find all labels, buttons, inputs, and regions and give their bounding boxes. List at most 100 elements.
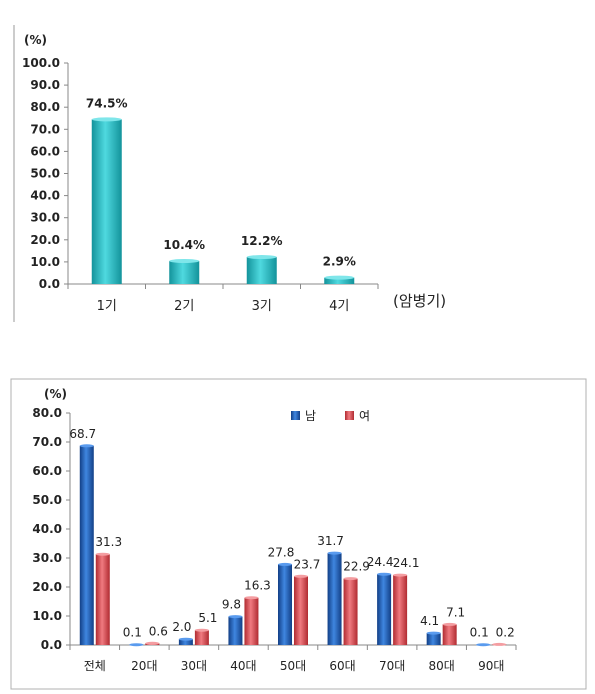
chart2-data-label-male: 9.8 — [222, 598, 241, 612]
chart1-bar-top — [91, 117, 122, 122]
chart2-bar-female — [393, 575, 408, 645]
chart2-bar-female — [244, 597, 259, 645]
chart2-bar-top — [294, 574, 308, 578]
chart2-bar-male — [228, 616, 243, 645]
chart1-data-label: 10.4% — [163, 238, 205, 252]
chart2-data-label-female: 5.1 — [198, 611, 217, 625]
chart2-x-tick-label: 90대 — [478, 659, 504, 673]
chart2-y-tick-label: 10.0 — [32, 609, 62, 623]
chart2-data-label-female: 24.1 — [393, 556, 420, 570]
legend-swatch-female — [345, 411, 354, 420]
chart2-bar-male — [178, 639, 193, 645]
chart2-bar-female — [442, 624, 457, 645]
chart2-data-label-male: 27.8 — [268, 545, 295, 559]
chart2-bar-top — [228, 615, 243, 619]
chart2-x-tick-label: 20대 — [131, 659, 157, 673]
chart2-bar-top — [129, 643, 144, 647]
chart2-x-tick-label: 80대 — [429, 659, 455, 673]
chart2-bar-top — [442, 622, 457, 626]
chart1-data-label: 2.9% — [323, 255, 356, 269]
chart1-data-label: 12.2% — [241, 234, 283, 248]
chart2-y-tick-label: 0.0 — [41, 638, 62, 652]
chart1-x-tick-label: 4기 — [329, 299, 349, 314]
chart1-y-tick-label: 70.0 — [30, 122, 60, 136]
chart2-unit-label: (%) — [44, 387, 67, 401]
chart2-bar-male — [79, 445, 94, 645]
legend-swatch-male — [291, 411, 300, 420]
chart2-x-tick-label: 40대 — [230, 659, 256, 673]
chart1-y-tick-label: 20.0 — [30, 233, 60, 247]
chart2-y-tick-label: 30.0 — [32, 551, 62, 565]
chart2-bar-male — [377, 574, 392, 645]
chart2-bar-female — [95, 554, 110, 645]
chart1-data-label: 74.5% — [86, 96, 128, 110]
chart2-data-label-male: 31.7 — [317, 534, 344, 548]
chart2-bar-top — [178, 637, 193, 641]
chart1-y-tick-label: 10.0 — [30, 255, 60, 269]
chart2-bar-top — [343, 577, 358, 581]
chart2-bar-male — [327, 553, 342, 645]
chart1-bar-top — [324, 275, 355, 280]
chart1-y-tick-label: 0.0 — [39, 277, 60, 291]
chart2-legend: 남 여 — [291, 409, 370, 423]
chart2-bar-female — [294, 576, 308, 645]
chart1-y-tick-label: 90.0 — [30, 78, 60, 92]
chart1-xlabel: (암병기) — [393, 292, 446, 310]
chart2-bar-top — [492, 642, 507, 646]
chart2-bar-female — [194, 630, 209, 645]
chart2-data-label-male: 4.1 — [420, 614, 439, 628]
chart2-x-tick-label: 60대 — [329, 659, 355, 673]
chart1-y-tick-label: 60.0 — [30, 144, 60, 158]
chart2-x-tick-label: 50대 — [280, 659, 306, 673]
chart2-frame — [10, 378, 587, 690]
chart2-data-label-female: 31.3 — [95, 535, 122, 549]
chart2-bar-top — [95, 552, 110, 556]
chart2-y-tick-label: 50.0 — [32, 493, 62, 507]
chart2-bar-top — [327, 551, 342, 555]
chart2-x-tick-label: 70대 — [379, 659, 405, 673]
chart1-y-tick-label: 50.0 — [30, 167, 60, 181]
stage-bar-chart: (%) 0.0 10.0 20.0 30.0 40.0 50.0 60.0 70.0 80.0 9… — [13, 25, 446, 322]
chart1-y-tick-label: 40.0 — [30, 189, 60, 203]
chart2-bar-top — [79, 444, 94, 448]
chart2-bar-top — [393, 573, 408, 577]
chart2-bar-top — [476, 643, 491, 647]
chart2-y-tick-label: 60.0 — [32, 464, 62, 478]
chart2-data-label-female: 0.6 — [149, 624, 168, 638]
legend-label-male: 남 — [305, 409, 316, 423]
chart2-x-tick-label: 전체 — [84, 659, 106, 673]
chart2-y-tick-label: 20.0 — [32, 580, 62, 594]
chart2-data-label-female: 0.2 — [496, 625, 515, 639]
chart2-bar-top — [244, 596, 259, 600]
legend-label-female: 여 — [359, 409, 370, 423]
chart2-data-label-male: 2.0 — [172, 620, 191, 634]
chart2-bar-top — [194, 628, 209, 632]
chart2-data-label-male: 0.1 — [470, 626, 489, 640]
chart1-bar — [91, 119, 122, 284]
chart2-data-label-male: 24.4 — [367, 555, 394, 569]
chart1-bar-top — [246, 255, 277, 260]
chart2-data-label-female: 22.9 — [343, 560, 370, 574]
chart1-y-tick-label: 100.0 — [22, 56, 60, 70]
chart1-bar — [246, 257, 277, 284]
chart1-x-tick-label: 1기 — [97, 299, 117, 314]
chart1-x-tick-label: 2기 — [174, 299, 194, 314]
chart2-x-tick-label: 30대 — [181, 659, 207, 673]
chart1-y-tick-label: 30.0 — [30, 211, 60, 225]
chart1-y-tick-label: 80.0 — [30, 100, 60, 114]
chart2-y-tick-label: 80.0 — [32, 406, 62, 420]
chart2-bar-male — [426, 633, 441, 645]
chart2-data-label-male: 0.1 — [123, 626, 142, 640]
chart1-bar — [169, 261, 200, 284]
chart2-data-label-female: 23.7 — [294, 557, 321, 571]
chart1-unit-label: (%) — [24, 33, 47, 47]
chart2-data-label-female: 16.3 — [244, 579, 271, 593]
chart2-bar-top — [145, 641, 160, 645]
chart2-data-label-male: 68.7 — [69, 427, 96, 441]
chart1-x-tick-label: 3기 — [252, 299, 272, 314]
chart2-bar-top — [426, 631, 441, 635]
chart2-y-tick-label: 40.0 — [32, 522, 62, 536]
chart2-bar-top — [377, 572, 392, 576]
chart2-bar-top — [278, 562, 292, 566]
